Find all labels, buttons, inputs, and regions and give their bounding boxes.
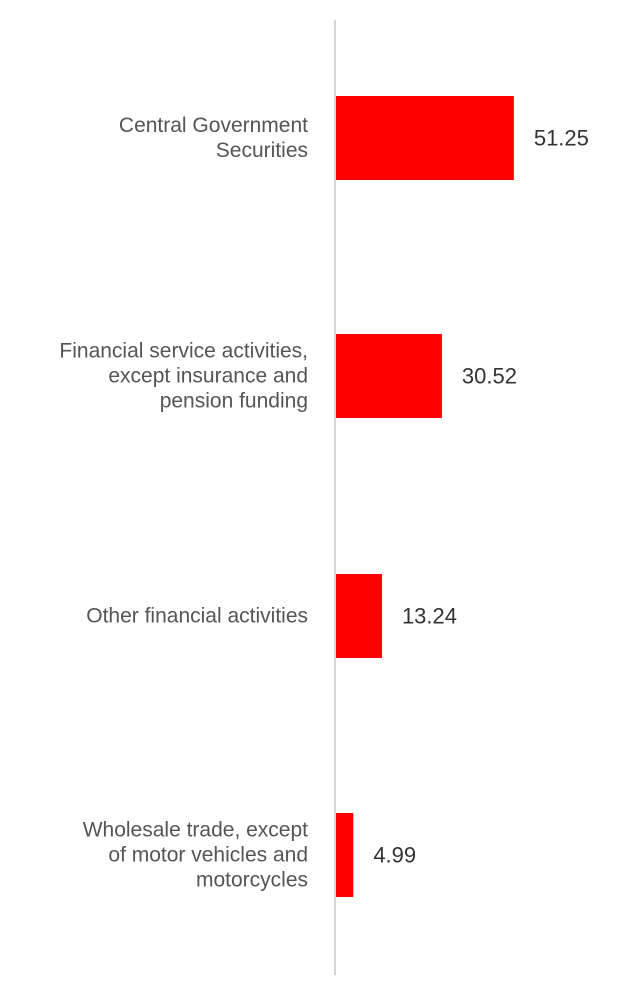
category-label-line: Financial service activities,	[59, 340, 308, 363]
bars-layer	[336, 96, 514, 897]
category-label-2: Other financial activities	[86, 605, 308, 628]
bar-3	[336, 813, 354, 897]
category-label-line: Central Government	[119, 114, 308, 137]
category-label-line: motorcycles	[196, 869, 308, 892]
category-label-line: of motor vehicles and	[108, 844, 308, 867]
labels-layer: 51.25 Central Government Securities 30.52 Fi…	[59, 114, 588, 892]
category-label-1: Financial service activities, except insu…	[59, 340, 308, 413]
bar-2	[336, 574, 382, 658]
category-label-line: pension funding	[160, 390, 308, 413]
category-label-0: Central Government Securities	[119, 114, 308, 162]
category-label-line: Wholesale trade, except	[83, 819, 308, 842]
category-label-line: except insurance and	[108, 365, 308, 388]
value-label-0: 51.25	[534, 126, 589, 151]
category-label-3: Wholesale trade, except of motor vehicles…	[83, 819, 308, 892]
value-label-1: 30.52	[462, 364, 517, 389]
bar-0	[336, 96, 514, 180]
value-label-2: 13.24	[402, 604, 457, 629]
category-label-line: Securities	[216, 139, 308, 162]
category-label-line: Other financial activities	[86, 605, 308, 628]
value-label-3: 4.99	[373, 843, 416, 868]
bar-1	[336, 334, 442, 418]
